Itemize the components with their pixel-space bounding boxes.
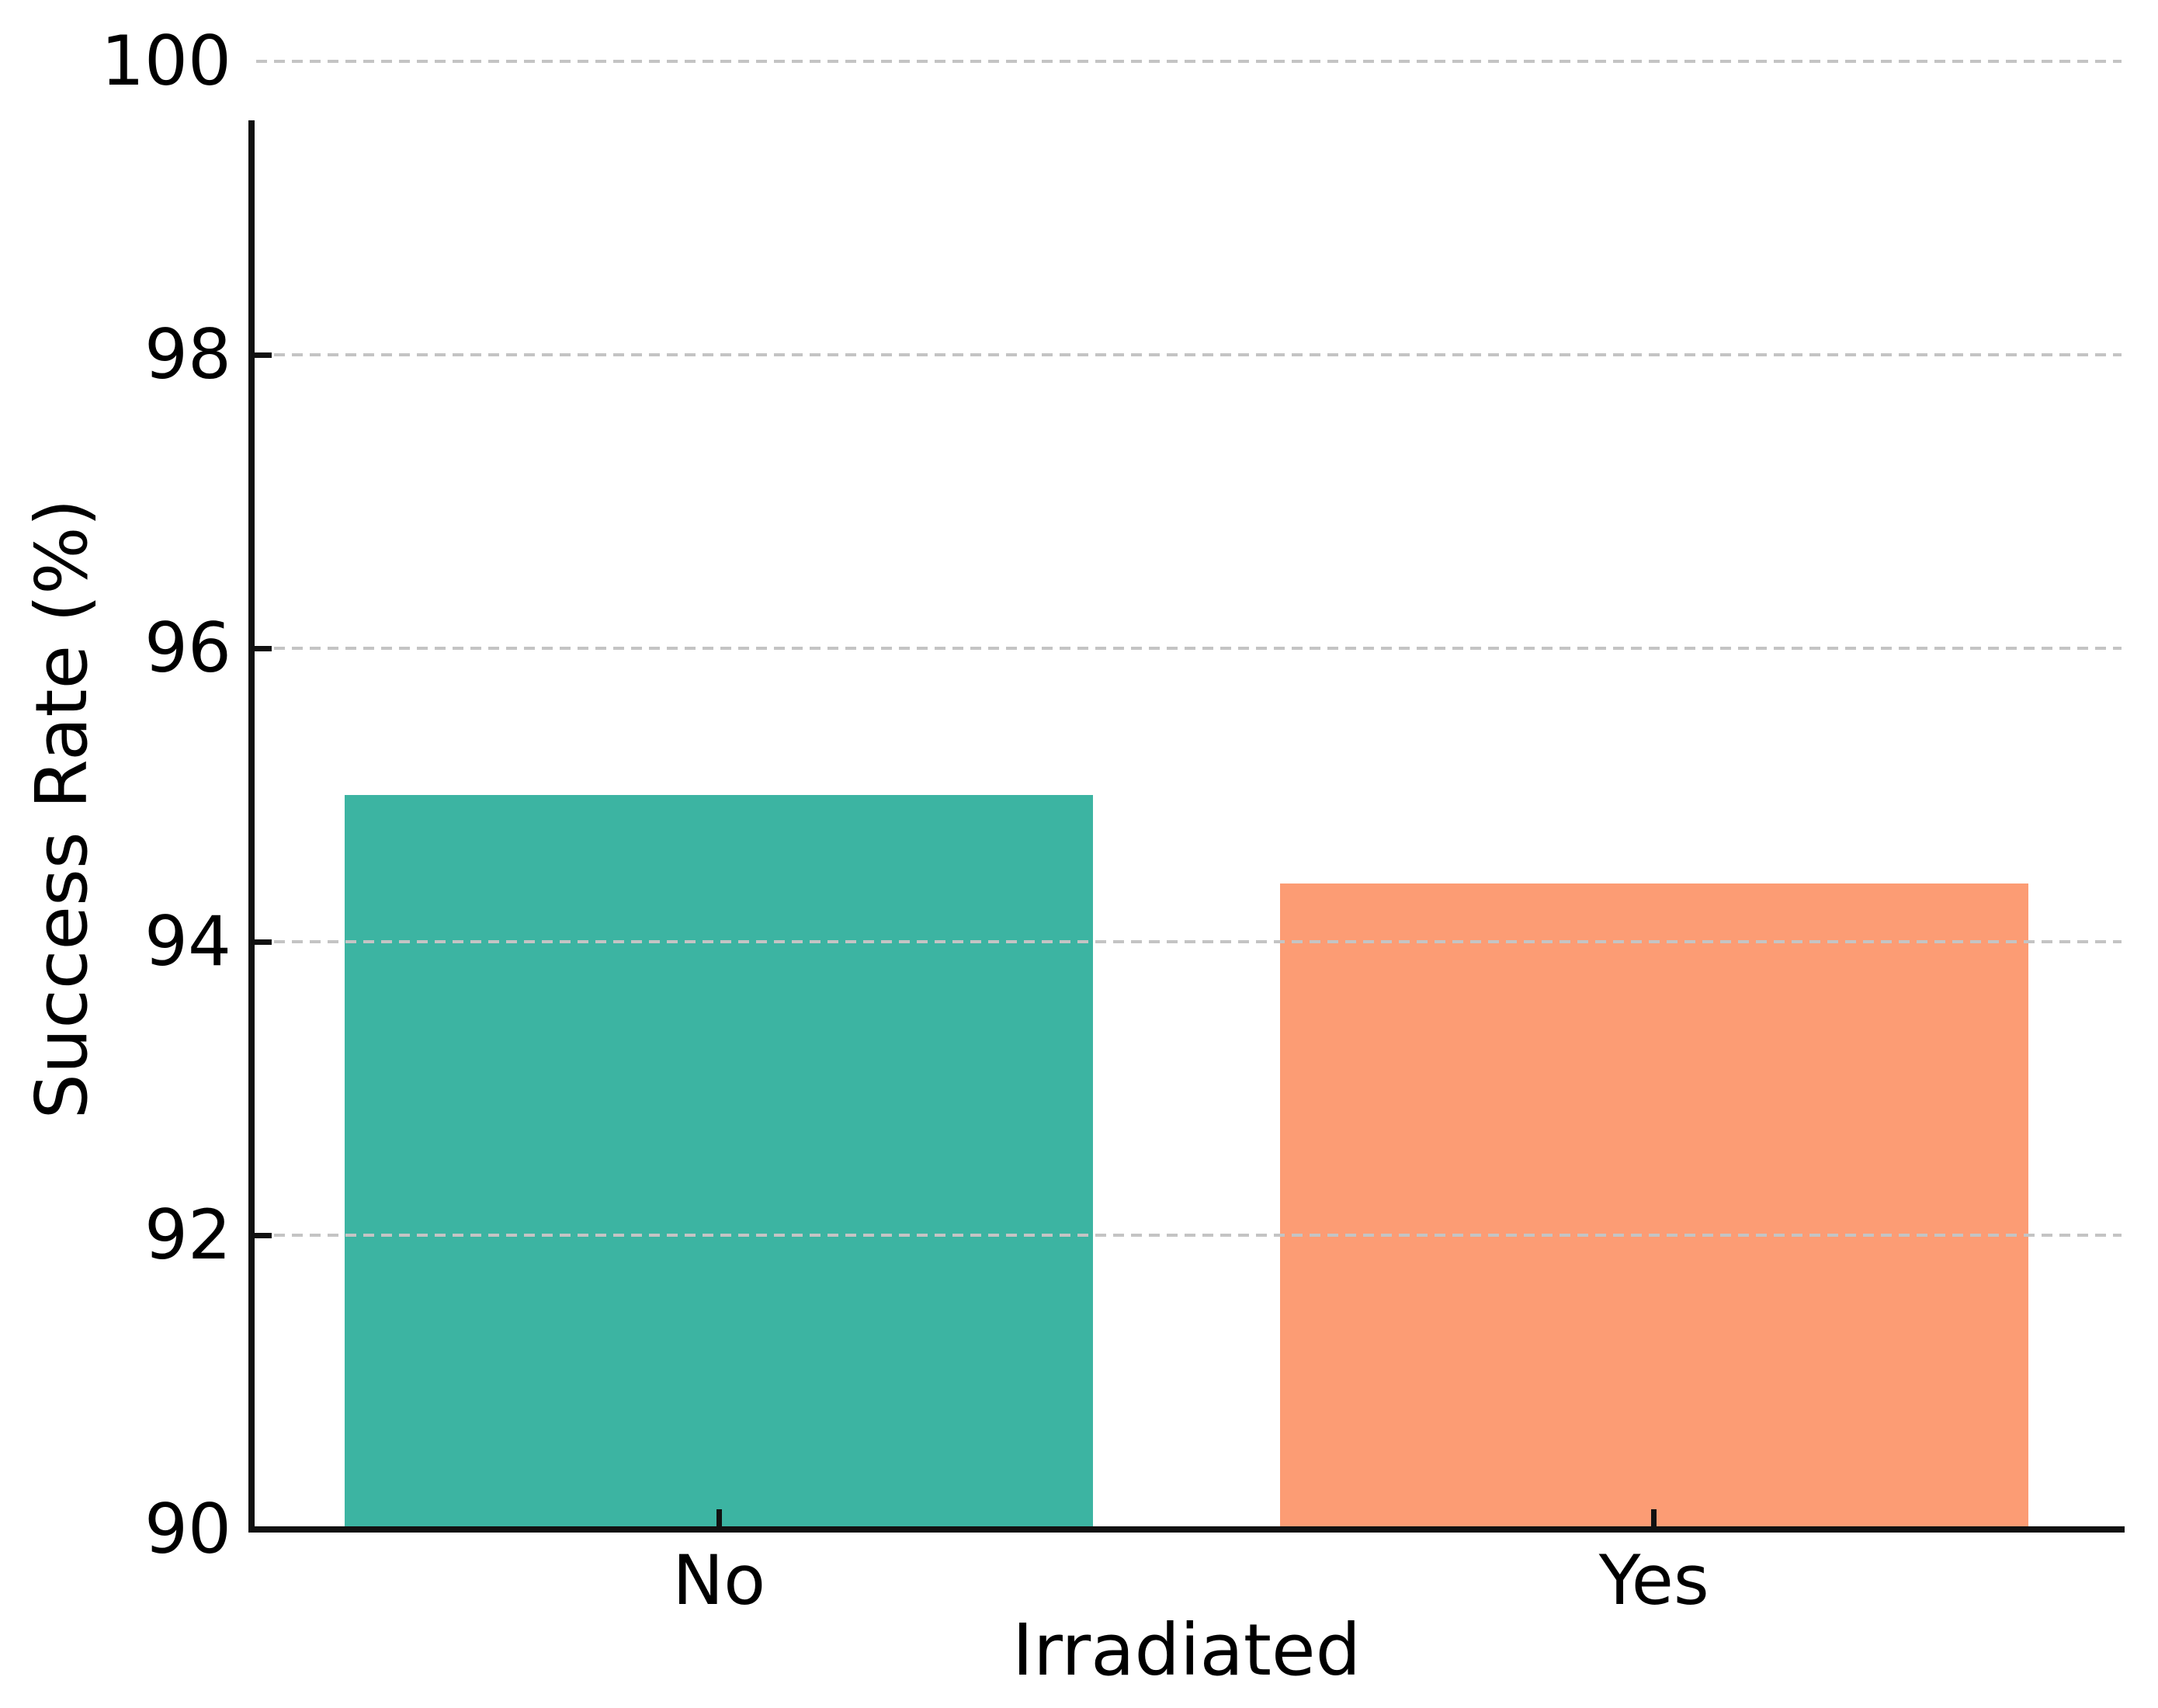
- y-axis-title: Success Rate (%): [20, 498, 103, 1120]
- y-tick-label-94: 94: [144, 901, 231, 982]
- bar-no: [345, 795, 1094, 1529]
- x-tick-label-yes: Yes: [1598, 1540, 1709, 1620]
- y-tick-label-90: 90: [144, 1488, 231, 1569]
- gridline-98: [256, 353, 2122, 357]
- gridline-96: [256, 647, 2122, 651]
- gridline-100: [256, 60, 2122, 63]
- y-tick-92: [255, 1232, 272, 1238]
- y-tick-98: [255, 352, 272, 358]
- y-tick-label-92: 92: [144, 1195, 231, 1276]
- x-tick-label-no: No: [672, 1540, 766, 1620]
- x-axis-title: Irradiated: [1012, 1609, 1361, 1692]
- bar-yes: [1279, 883, 2028, 1529]
- x-axis-line: [248, 1526, 2125, 1533]
- x-tick-no: [716, 1508, 722, 1526]
- y-tick-94: [255, 939, 272, 945]
- y-tick-label-98: 98: [144, 314, 231, 395]
- gridline-94: [256, 940, 2122, 944]
- x-tick-yes: [1651, 1508, 1657, 1526]
- y-tick-96: [255, 645, 272, 651]
- y-tick-label-100: 100: [101, 21, 231, 101]
- y-tick-label-96: 96: [144, 608, 231, 689]
- y-axis-line: [248, 120, 255, 1533]
- gridline-92: [256, 1234, 2122, 1238]
